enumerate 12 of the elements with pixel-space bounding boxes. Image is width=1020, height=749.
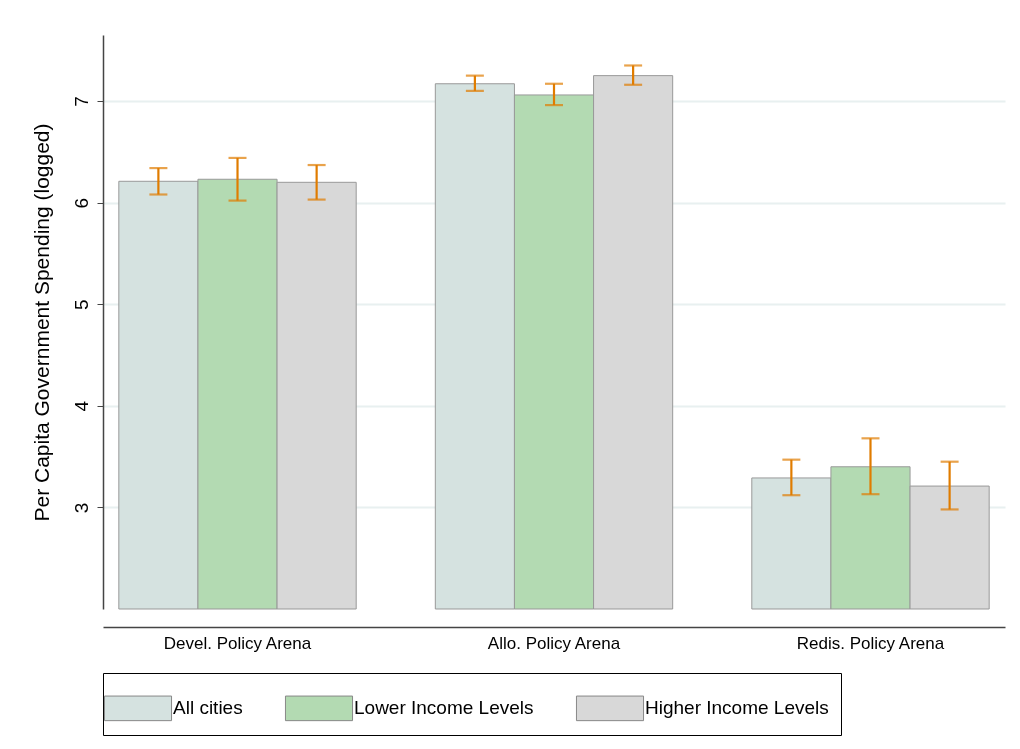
legend-label: Lower Income Levels xyxy=(354,697,534,719)
y-tick-label: 4 xyxy=(70,400,92,412)
legend-label: Higher Income Levels xyxy=(645,697,829,719)
legend-label: All cities xyxy=(173,697,243,719)
y-axis-title: Per Capita Government Spending (logged) xyxy=(29,123,53,522)
x-tick-label: Devel. Policy Arena xyxy=(163,633,312,653)
y-tick-label: 5 xyxy=(70,299,92,311)
y-tick-label: 3 xyxy=(70,502,92,514)
x-tick-label: Redis. Policy Arena xyxy=(796,633,945,653)
x-tick-label: Allo. Policy Arena xyxy=(487,633,621,653)
y-tick-label: 7 xyxy=(70,96,92,107)
y-tick-label: 6 xyxy=(70,197,92,209)
